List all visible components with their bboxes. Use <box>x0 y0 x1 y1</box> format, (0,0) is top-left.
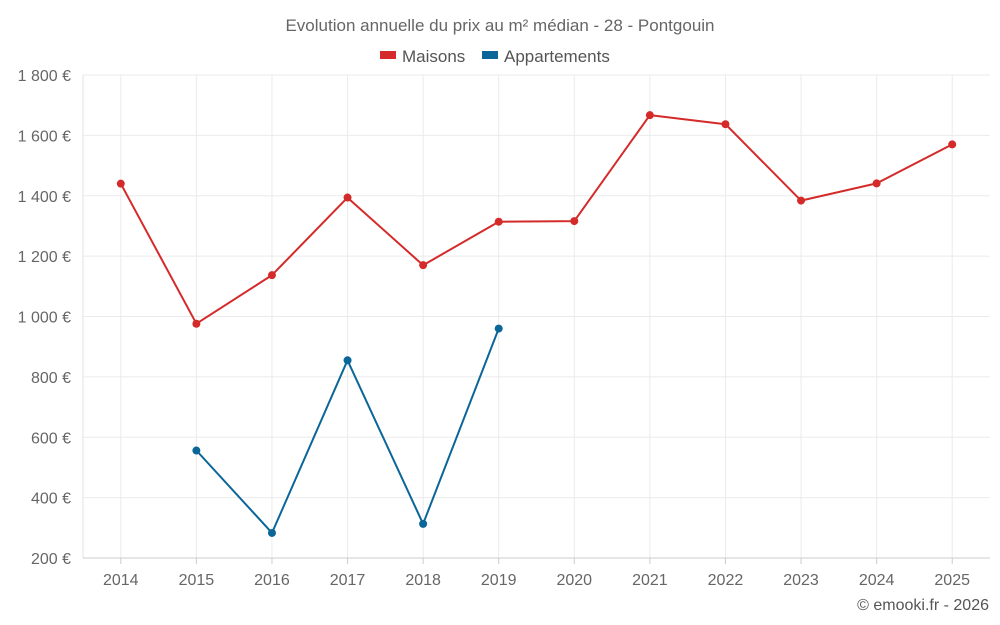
x-tick-label: 2021 <box>632 572 668 589</box>
x-tick-label: 2023 <box>783 572 819 589</box>
data-point-maisons <box>797 196 806 205</box>
chart-series <box>116 111 957 537</box>
legend-swatch-maisons <box>380 51 396 59</box>
data-point-maisons <box>872 179 881 188</box>
x-tick-label: 2022 <box>708 572 744 589</box>
data-point-appartements <box>419 519 428 528</box>
series-appartements <box>192 324 503 537</box>
series-line-maisons <box>119 114 953 325</box>
y-tick-label: 1 600 € <box>18 128 71 145</box>
chart-title: Evolution annuelle du prix au m² médian … <box>285 16 714 35</box>
data-point-maisons <box>267 271 276 280</box>
y-tick-label: 800 € <box>31 370 71 387</box>
series-maisons <box>116 111 957 328</box>
y-axis: 200 € 400 € 600 € 800 € 1 000 € 1 200 € 1 400 … <box>18 68 84 568</box>
data-point-maisons <box>192 319 201 328</box>
legend-item-maisons: Maisons <box>380 47 465 66</box>
y-tick-label: 1 800 € <box>18 68 71 85</box>
data-point-maisons <box>645 111 654 120</box>
y-tick-label: 200 € <box>31 551 71 568</box>
data-point-appartements <box>343 356 352 365</box>
x-tick-label: 2024 <box>859 572 895 589</box>
legend-label-maisons: Maisons <box>402 47 465 66</box>
x-tick-label: 2020 <box>556 572 592 589</box>
y-tick-label: 1 200 € <box>18 249 71 266</box>
x-tick-label: 2025 <box>934 572 970 589</box>
data-point-maisons <box>419 261 428 270</box>
x-tick-label: 2015 <box>179 572 215 589</box>
x-tick-label: 2014 <box>103 572 139 589</box>
data-point-appartements <box>192 446 201 455</box>
y-tick-label: 600 € <box>31 430 71 447</box>
data-point-appartements <box>267 528 276 537</box>
x-axis: 2014 2015 2016 2017 2018 2019 2020 2021 2022 2023… <box>83 557 990 589</box>
data-point-maisons <box>116 179 125 188</box>
x-tick-label: 2016 <box>254 572 290 589</box>
x-tick-label: 2017 <box>330 572 366 589</box>
data-point-maisons <box>570 217 579 226</box>
data-point-maisons <box>343 193 352 202</box>
data-point-maisons <box>721 120 730 129</box>
chart-grid <box>83 74 990 558</box>
data-point-appartements <box>494 324 503 333</box>
data-point-maisons <box>948 140 957 149</box>
y-tick-label: 1 000 € <box>18 310 71 327</box>
x-tick-label: 2019 <box>481 572 517 589</box>
legend-swatch-appartements <box>482 51 498 59</box>
legend-item-appartements: Appartements <box>482 47 610 66</box>
chart-legend: Maisons Appartements <box>380 47 610 66</box>
y-tick-label: 1 400 € <box>18 189 71 206</box>
legend-label-appartements: Appartements <box>504 47 610 66</box>
credit-text: © emooki.fr - 2026 <box>857 597 989 614</box>
y-tick-label: 400 € <box>31 491 71 508</box>
x-tick-label: 2018 <box>405 572 441 589</box>
data-point-maisons <box>494 217 503 226</box>
